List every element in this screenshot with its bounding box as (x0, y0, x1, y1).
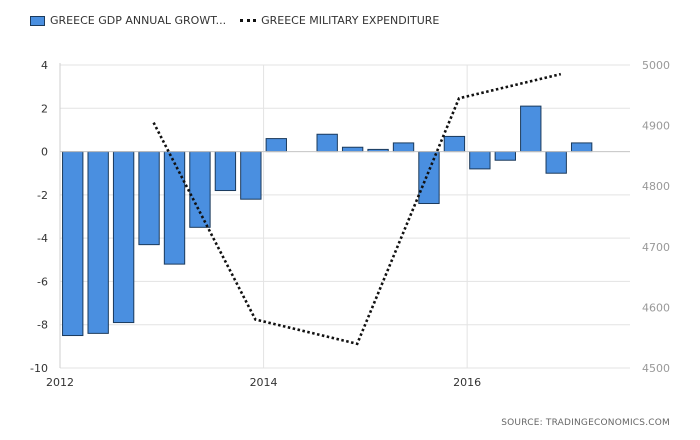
source-note: SOURCE: TRADINGECONOMICS.COM (501, 418, 670, 428)
y-left-tick-label: -6 (37, 275, 48, 288)
gdp-growth-bar (570, 142, 593, 153)
gdp-growth-bar (163, 151, 186, 265)
gdp-growth-bar (494, 151, 516, 161)
y-left-tick-label: 0 (41, 146, 48, 159)
y-left-tick-label: -2 (37, 189, 48, 202)
gdp-growth-bar (87, 151, 109, 334)
y-right-tick-label: 4700 (642, 241, 670, 254)
y-right-tick-label: 4900 (642, 120, 670, 133)
legend-label-military: GREECE MILITARY EXPENDITURE (261, 14, 440, 27)
dotted-line-swatch-icon (240, 19, 257, 22)
gdp-growth-bar (265, 138, 287, 153)
gdp-growth-bar (112, 151, 135, 324)
x-tick-label: 2016 (453, 376, 481, 389)
legend-label-gdp: GREECE GDP ANNUAL GROWT... (50, 14, 227, 27)
gdp-growth-bar (341, 146, 364, 153)
y-right-tick-label: 4600 (642, 301, 670, 314)
gdp-growth-bar (240, 151, 262, 200)
y-left-tick-label: -4 (37, 232, 48, 245)
gdp-growth-bar (138, 151, 160, 246)
legend-item-gdp[interactable]: GREECE GDP ANNUAL GROWT... (30, 14, 226, 27)
gdp-growth-bar (520, 105, 542, 153)
x-tick-label: 2014 (250, 376, 278, 389)
y-left-tick-label: 2 (41, 102, 48, 115)
y-right-tick-label: 4800 (642, 180, 670, 193)
y-right-tick-label: 4500 (642, 362, 670, 375)
bar-swatch-icon (30, 15, 45, 26)
x-tick-label: 2012 (46, 376, 74, 389)
gdp-growth-bar (392, 142, 415, 153)
gdp-growth-bar (316, 133, 338, 153)
y-right-tick-label: 5000 (642, 59, 670, 72)
gdp-growth-bar (62, 151, 84, 337)
gdp-growth-bar (214, 151, 237, 192)
gdp-growth-bar (469, 151, 491, 170)
military-expenditure-line (152, 72, 562, 346)
y-left-tick-label: -10 (30, 362, 48, 375)
legend-item-military[interactable]: GREECE MILITARY EXPENDITURE (240, 14, 439, 27)
gdp-growth-bar (545, 151, 567, 174)
y-left-tick-label: -8 (37, 319, 48, 332)
legend: GREECE GDP ANNUAL GROWT... GREECE MILITA… (30, 14, 453, 27)
gdp-growth-bar (418, 151, 440, 205)
gdp-growth-bar (443, 135, 466, 153)
gdp-growth-bar (189, 151, 211, 228)
y-left-tick-label: 4 (41, 59, 48, 72)
